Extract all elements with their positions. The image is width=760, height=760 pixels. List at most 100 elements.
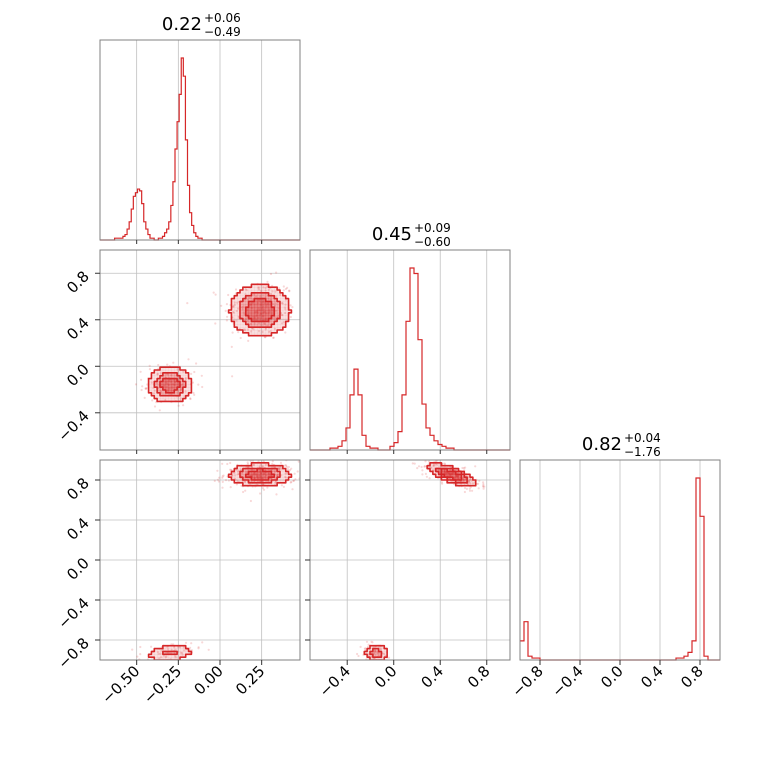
density-cell — [262, 321, 267, 325]
sample-point — [271, 290, 274, 293]
sample-point — [374, 649, 377, 653]
density-cell — [461, 471, 465, 475]
sample-point — [177, 404, 180, 407]
density-cell — [251, 287, 255, 291]
density-cell — [171, 648, 175, 652]
density-cell — [171, 392, 175, 397]
density-cell — [470, 477, 474, 481]
density-cell — [234, 471, 238, 475]
density-cell — [265, 482, 269, 487]
density-cell — [280, 304, 284, 308]
density-cell — [254, 477, 258, 481]
density-cell — [165, 372, 169, 377]
sample-point — [257, 476, 260, 479]
density-cell — [274, 301, 278, 305]
density-cell — [268, 324, 272, 328]
density-cell — [251, 321, 255, 325]
density-cell — [251, 332, 255, 337]
density-cell — [177, 378, 181, 382]
x-tick-label: 0.8 — [677, 662, 707, 692]
sample-point — [462, 478, 465, 481]
sample-point — [173, 383, 176, 386]
sample-point — [179, 651, 182, 654]
density-cell — [248, 295, 252, 299]
sample-point — [284, 308, 287, 311]
sample-point — [181, 383, 184, 386]
density-cell — [168, 387, 172, 391]
density-cell — [231, 474, 235, 478]
density-cell — [245, 315, 249, 319]
sample-point — [250, 306, 253, 310]
sample-point — [243, 480, 246, 483]
sample-point — [292, 479, 295, 482]
sample-point — [284, 303, 287, 306]
sample-point — [477, 482, 480, 485]
density-cell — [271, 468, 275, 472]
density-cell — [257, 482, 261, 487]
sample-point — [179, 388, 182, 391]
density-cell — [251, 474, 255, 478]
sample-point — [376, 652, 379, 655]
sample-point — [184, 390, 187, 393]
sample-point — [222, 474, 225, 477]
density-cell — [257, 298, 261, 302]
sample-point — [221, 476, 224, 479]
density-cell — [444, 468, 448, 472]
density-cell — [277, 304, 281, 308]
sample-point — [231, 375, 234, 378]
density-cell — [274, 315, 278, 319]
sample-point — [249, 297, 252, 300]
density-cell — [378, 654, 382, 658]
density-cell — [268, 295, 272, 299]
density-cell — [265, 471, 269, 475]
density-cell — [265, 318, 269, 322]
density-cell — [265, 301, 269, 305]
density-cell — [274, 471, 278, 475]
density-cell — [262, 292, 267, 297]
density-cell — [177, 381, 181, 385]
density-cell — [280, 477, 284, 481]
density-cell — [254, 298, 258, 302]
sample-point — [277, 467, 280, 470]
density-cell — [237, 292, 241, 297]
density-cell — [148, 390, 152, 394]
density-cell — [467, 480, 471, 484]
density-cell — [160, 381, 164, 385]
density-cell — [240, 315, 244, 319]
sample-point — [448, 474, 452, 477]
density-cell — [162, 372, 167, 377]
sample-point — [277, 467, 280, 470]
density-cell — [162, 654, 167, 658]
density-cell — [157, 378, 161, 382]
sample-point — [156, 372, 159, 375]
density-cell — [188, 378, 192, 382]
sample-point — [248, 296, 251, 300]
density-cell — [254, 462, 258, 467]
density-cell — [237, 321, 241, 325]
panel-frame — [309, 249, 511, 451]
density-cell — [177, 398, 181, 402]
density-cell — [268, 307, 272, 311]
density-cell — [177, 384, 181, 388]
sample-point — [190, 642, 193, 645]
sample-point — [229, 468, 232, 471]
density-cell — [245, 295, 249, 299]
sample-point — [236, 301, 239, 304]
sample-point — [279, 466, 282, 469]
sample-point — [258, 314, 261, 317]
density-cell — [248, 482, 252, 487]
density-cell — [245, 482, 249, 487]
density-cell — [265, 324, 269, 328]
density-cell — [260, 307, 264, 311]
sample-point — [174, 656, 177, 659]
density-cell — [251, 474, 255, 478]
density-cell — [265, 312, 269, 317]
density-cell — [240, 471, 244, 475]
density-cell — [260, 480, 264, 484]
density-cell — [257, 301, 261, 305]
sample-point — [155, 382, 158, 385]
density-cell — [245, 474, 249, 478]
density-cell — [248, 327, 252, 331]
histogram-0 — [100, 57, 300, 241]
density-cell — [464, 474, 468, 478]
